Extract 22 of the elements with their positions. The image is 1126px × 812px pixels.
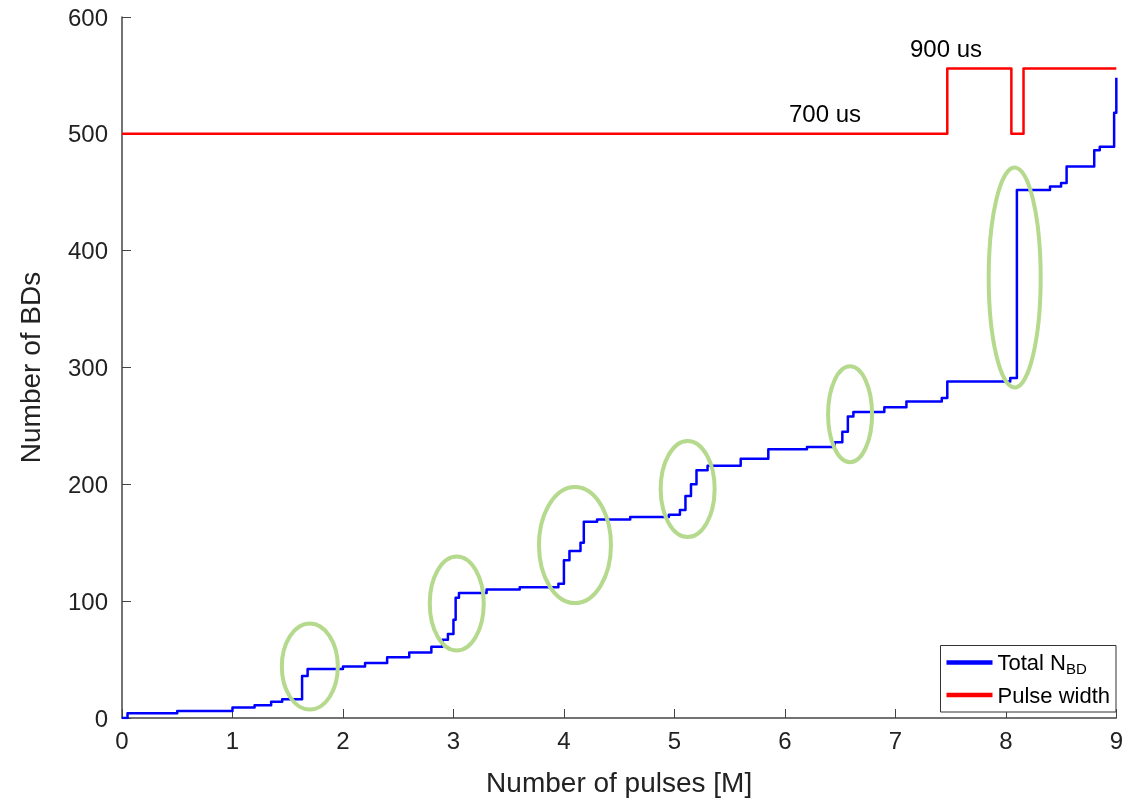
x-tick-label: 3 bbox=[446, 726, 461, 754]
x-tick-label: 5 bbox=[667, 726, 682, 754]
y-axis-title: Number of BDs bbox=[14, 271, 46, 464]
x-tick-label: 8 bbox=[999, 726, 1013, 754]
y-tick-label: 100 bbox=[67, 587, 108, 615]
x-axis-title: Number of pulses [M] bbox=[486, 766, 753, 798]
annotation: 700 us bbox=[788, 99, 862, 127]
y-tick-label: 400 bbox=[67, 237, 108, 265]
y-tick-label: 600 bbox=[67, 3, 108, 31]
y-tick-label: 200 bbox=[67, 470, 108, 498]
y-tick-label: 500 bbox=[67, 120, 108, 148]
x-tick-label: 0 bbox=[115, 726, 129, 754]
annotation: 900 us bbox=[909, 34, 983, 62]
x-tick-label: 1 bbox=[225, 726, 240, 754]
x-tick-label: 2 bbox=[336, 726, 350, 754]
y-tick-label: 0 bbox=[94, 704, 108, 732]
legend-label: Pulse width bbox=[997, 682, 1111, 708]
x-tick-label: 7 bbox=[888, 726, 903, 754]
x-tick-label: 4 bbox=[557, 726, 571, 754]
x-tick-label: 6 bbox=[778, 726, 792, 754]
y-tick-label: 300 bbox=[67, 354, 108, 381]
x-tick-label: 9 bbox=[1109, 726, 1124, 754]
